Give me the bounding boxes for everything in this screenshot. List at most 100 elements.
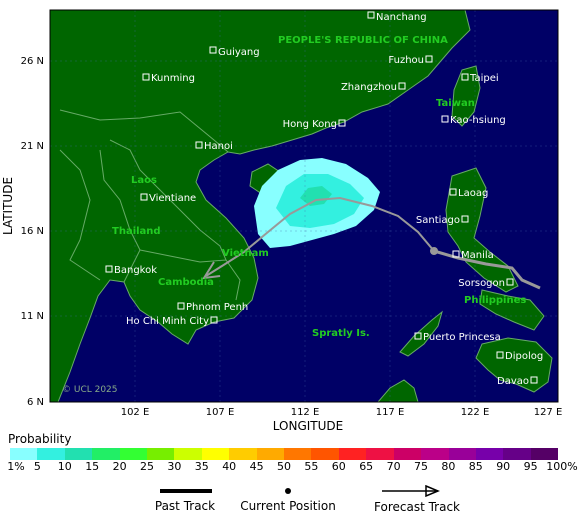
- region-labels: PEOPLE'S REPUBLIC OF CHINA Laos Thailand…: [112, 35, 526, 339]
- x-axis-title: LONGITUDE: [273, 419, 343, 432]
- probability-label: 55: [304, 460, 319, 473]
- probability-swatch: [448, 448, 476, 460]
- probability-swatch: [284, 448, 312, 460]
- city-marker: [105, 265, 113, 273]
- y-axis-title: LATITUDE: [1, 177, 15, 235]
- lon-tick: 122 E: [461, 407, 490, 418]
- forecast-track-legend: Forecast Track: [370, 484, 464, 514]
- probability-swatch: [147, 448, 175, 460]
- luzon-island: [445, 167, 519, 293]
- probability-swatch: [64, 448, 93, 460]
- probability-label: 80: [441, 460, 456, 473]
- current-position-legend: Current Position: [238, 485, 338, 513]
- probability-label: 90: [496, 460, 511, 473]
- forecast-track-swatch: [382, 484, 440, 498]
- lon-tick: 127 E: [534, 407, 563, 418]
- city-label: Dipolog: [505, 351, 543, 362]
- city-label: Kunming: [151, 73, 195, 84]
- city-label: Hanoi: [204, 141, 233, 152]
- lon-tick: 117 E: [376, 407, 405, 418]
- latitude-ticks: 26 N 21 N 16 N 11 N 6 N: [21, 56, 44, 408]
- copyright-text: © UCL 2025: [62, 385, 118, 395]
- city-label: Vientiane: [149, 193, 196, 204]
- past-track-swatch: [160, 489, 212, 493]
- current-position-label: Current Position: [240, 499, 336, 513]
- city-marker: [142, 73, 150, 81]
- city-marker: [496, 351, 504, 359]
- lon-tick: 102 E: [121, 407, 150, 418]
- longitude-ticks: 102 E 107 E 112 E 117 E 122 E 127 E: [121, 407, 563, 418]
- city-label: Nanchang: [376, 12, 427, 23]
- region-label: Spratly Is.: [312, 328, 370, 339]
- probability-label: 30: [167, 460, 182, 473]
- probability-label: 60: [331, 460, 346, 473]
- city-marker: [177, 302, 185, 310]
- probability-label: 75: [414, 460, 428, 473]
- city-label: Fuzhou: [388, 55, 424, 66]
- taiwan-island: [451, 65, 481, 127]
- region-label: Laos: [131, 175, 157, 186]
- probability-cone: [254, 158, 380, 248]
- city-marker: [140, 193, 148, 201]
- city-marker: [441, 115, 449, 123]
- probability-color-scale: [10, 448, 559, 460]
- probability-label: 85: [468, 460, 483, 473]
- city-marker: [452, 250, 460, 258]
- probability-swatch: [475, 448, 504, 460]
- probability-label: 65: [359, 460, 374, 473]
- probability-label: 25: [140, 460, 154, 473]
- mainland-landmass: [49, 9, 471, 403]
- lat-tick: 16 N: [21, 226, 44, 237]
- lon-tick: 107 E: [206, 407, 235, 418]
- probability-swatch: [530, 448, 559, 460]
- forecast-arrowhead: [202, 261, 221, 280]
- city-marker: [449, 188, 457, 196]
- probability-label: 5: [33, 460, 41, 473]
- city-marker: [209, 46, 217, 54]
- city-markers: [105, 11, 538, 384]
- city-marker: [506, 278, 514, 286]
- city-marker: [461, 215, 469, 223]
- city-label: Taipei: [469, 73, 499, 84]
- lon-tick: 112 E: [291, 407, 320, 418]
- city-label: Bangkok: [114, 265, 157, 276]
- probability-label: 15: [85, 460, 100, 473]
- probability-swatch: [366, 448, 394, 460]
- current-position-swatch: [285, 488, 291, 494]
- probability-swatch: [92, 448, 120, 460]
- probability-label: 50: [277, 460, 291, 473]
- city-label: Zhangzhou: [341, 82, 397, 93]
- city-label: Laoag: [458, 188, 488, 199]
- city-marker: [210, 316, 218, 324]
- city-marker: [530, 376, 538, 384]
- past-track-label: Past Track: [154, 499, 216, 513]
- probability-label: 70: [386, 460, 401, 473]
- lat-tick: 11 N: [21, 311, 44, 322]
- probability-swatch: [503, 448, 531, 460]
- city-marker: [398, 82, 406, 90]
- probability-label: 10: [57, 460, 72, 473]
- map-frame: [49, 9, 559, 403]
- city-label: Guiyang: [218, 47, 260, 58]
- region-label: Cambodia: [158, 277, 214, 288]
- country-borders: [59, 109, 241, 301]
- probability-label: 95: [523, 460, 538, 473]
- region-label: Philippines: [464, 295, 526, 306]
- legend-title: Probability: [8, 432, 72, 446]
- region-label: Thailand: [112, 226, 161, 237]
- probability-label: 45: [249, 460, 264, 473]
- lat-tick: 26 N: [21, 56, 44, 67]
- probability-swatch: [338, 448, 367, 460]
- region-label: Vietnam: [222, 248, 269, 259]
- probability-swatch: [393, 448, 422, 460]
- past-track-legend: Past Track: [150, 485, 220, 513]
- probability-label: 20: [112, 460, 127, 473]
- forecast-track-label: Forecast Track: [374, 500, 460, 514]
- city-label: Ho Chi Minh City: [126, 316, 209, 327]
- city-label: Puerto Princesa: [423, 332, 501, 343]
- lat-tick: 6 N: [27, 397, 44, 408]
- city-label: Manila: [461, 250, 494, 261]
- city-label: Davao: [497, 376, 529, 387]
- probability-swatch: [256, 448, 285, 460]
- track-probability-map: 26 N 21 N 16 N 11 N 6 N 102 E 107 E 112 …: [1, 9, 563, 432]
